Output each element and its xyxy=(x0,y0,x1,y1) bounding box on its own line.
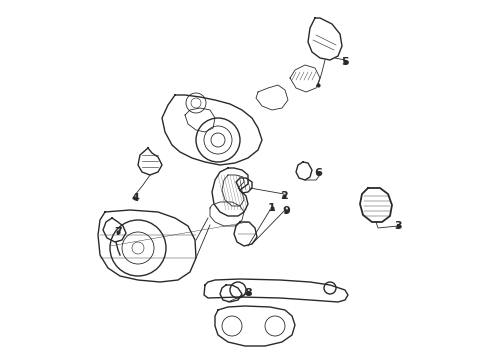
Text: 1: 1 xyxy=(268,203,276,213)
Text: 6: 6 xyxy=(314,168,322,178)
Text: 8: 8 xyxy=(244,288,252,298)
Text: 7: 7 xyxy=(114,227,122,237)
Text: 2: 2 xyxy=(280,191,288,201)
Text: 9: 9 xyxy=(282,206,290,216)
Text: 4: 4 xyxy=(131,193,139,203)
Text: 5: 5 xyxy=(341,57,349,67)
Text: 3: 3 xyxy=(394,221,402,231)
